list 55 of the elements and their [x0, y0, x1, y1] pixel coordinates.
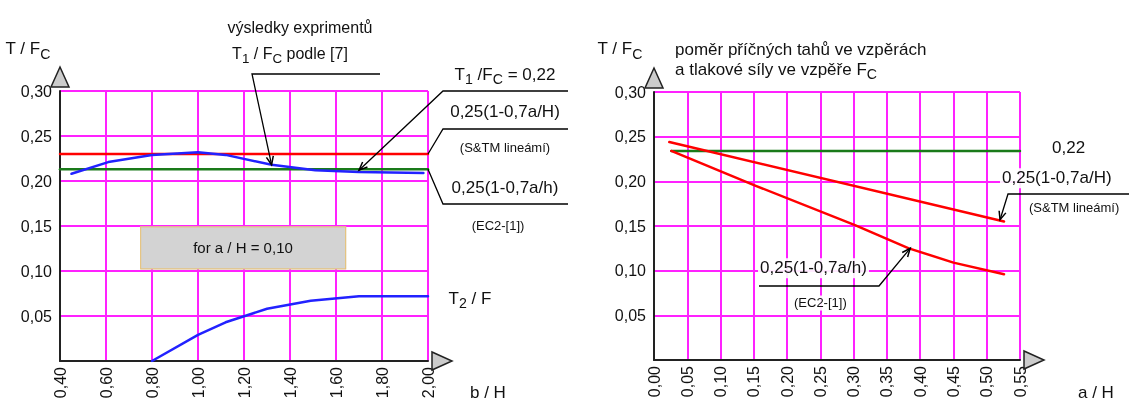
y-axis-title: T / F$_{C}$: [5, 39, 51, 62]
x-tick-label: 0,60: [97, 366, 115, 399]
x-tick-label: 0,50: [978, 365, 996, 398]
x-tick-label: 0,25: [811, 365, 829, 398]
x-tick-label: 0,30: [845, 365, 863, 398]
chart-title: poměr příčných tahů ve vzpěrách a tlakové síly ve vzpěře F$_{C}$: [675, 40, 927, 83]
label-box: for a / H = 0,10: [140, 226, 346, 270]
y-tick-label: 0,05: [614, 306, 647, 324]
y-tick-label: 0,15: [20, 217, 53, 235]
text: (EC2-[1]): [469, 217, 527, 234]
annotation: 0,25(1-0,7a/h): [758, 258, 869, 278]
y-tick-label: 0,25: [20, 127, 53, 145]
x-tick-label: 0,00: [645, 365, 663, 398]
y-tick-label: 0,30: [20, 82, 53, 100]
x-tick-label: 0,80: [143, 366, 161, 399]
y-tick-label: 0,05: [20, 307, 53, 325]
x-tick-label: 1,80: [373, 366, 391, 399]
x-tick-label: 0,40: [51, 366, 69, 399]
y-tick-label: 0,10: [20, 262, 53, 280]
x-tick-label: 1,60: [327, 366, 345, 399]
text: výsledky exprimentů: [225, 18, 375, 38]
y-tick-label: 0,30: [614, 83, 647, 101]
x-tick-label: 0,55: [1011, 365, 1029, 398]
annotation: (EC2-[1]): [792, 294, 849, 311]
y-tick-label: 0,10: [614, 262, 647, 280]
x-axis-title: a / H: [1078, 383, 1114, 403]
x-tick-label: 0,20: [778, 365, 796, 398]
annotation: 0,25(1-0,7a/h): [449, 178, 561, 198]
y-tick-label: 0,25: [614, 128, 647, 146]
annotation: T$_{1}$ /F$_{C}$ = 0,22: [452, 64, 558, 88]
y-tick-label: 0,20: [20, 172, 53, 190]
annotation: 0,25(1-0,7a/H): [448, 102, 562, 122]
x-tick-label: 0,40: [911, 365, 929, 398]
line-series: [70, 150, 425, 176]
annotation: for a / H = 0,10: [193, 239, 293, 257]
x-tick-label: 1,20: [235, 366, 253, 399]
text: 0,22: [1050, 138, 1088, 158]
x-tick-label: 0,45: [944, 365, 962, 398]
x-tick-label: 0,15: [745, 365, 763, 398]
text: (S&TM lineámí): [457, 139, 553, 156]
y-tick-label: 0,20: [614, 172, 647, 190]
x-tick-label: 1,00: [189, 366, 207, 399]
annotation: T$_{1}$ / F$_{C}$ podle [7]: [230, 45, 350, 67]
y-axis-title: T / F$_{C}$: [597, 39, 643, 62]
text: T$_{2}$ / F: [446, 288, 494, 312]
text: (S&TM lineámí): [1027, 199, 1122, 216]
annotation: 0,25(1-0,7a/H): [1000, 168, 1114, 188]
x-tick-label: 1,40: [281, 366, 299, 399]
x-tick-label: 2,00: [419, 366, 437, 399]
line-series: [150, 294, 430, 363]
y-tick-label: 0,15: [614, 217, 647, 235]
x-axis-title: b / H: [470, 383, 506, 403]
x-tick-label: 0,05: [678, 365, 696, 398]
x-tick-label: 0,10: [712, 365, 730, 398]
x-tick-label: 0,35: [878, 365, 896, 398]
